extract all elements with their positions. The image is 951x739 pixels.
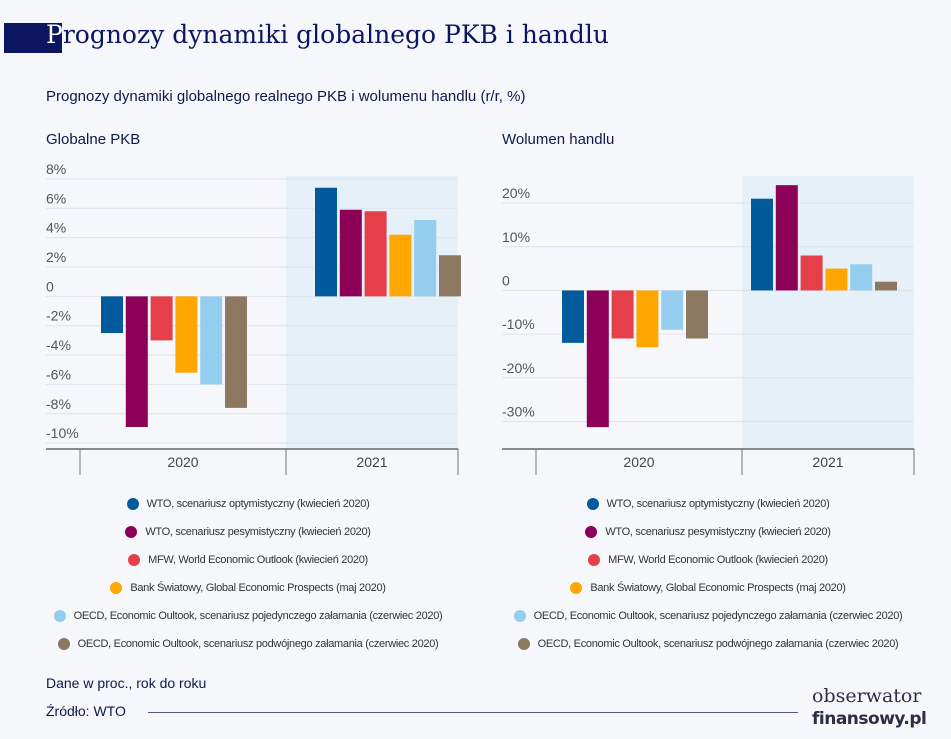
- legend-label: WTO, scenariusz pesymistyczny (kwiecień …: [145, 526, 371, 538]
- legend-label: WTO, scenariusz pesymistyczny (kwiecień …: [605, 526, 831, 538]
- legend-label: WTO, scenariusz optymistyczny (kwiecień …: [146, 498, 370, 510]
- bar-2020-series-6: [225, 296, 247, 408]
- legend-item: MFW, World Economic Outlook (kwiecień 20…: [18, 546, 478, 574]
- legend-label: OECD, Economic Oultook, scenariusz podwó…: [537, 638, 899, 650]
- bar-2020-series-4: [175, 296, 198, 373]
- y-tick-label: 4%: [46, 220, 66, 236]
- legend-label: MFW, World Economic Outlook (kwiecień 20…: [148, 554, 368, 566]
- logo-line1: obserwator: [812, 685, 922, 707]
- y-tick-label: 0: [502, 272, 510, 288]
- bar-2020-series-4: [636, 290, 659, 348]
- y-tick-label: 20%: [502, 185, 530, 201]
- logo-line2: finansowy.pl: [812, 709, 927, 729]
- footer-note: Dane w proc., rok do roku: [46, 675, 207, 691]
- bar-2021-series-6: [439, 255, 461, 297]
- chart-title-gdp: Globalne PKB: [46, 131, 141, 148]
- y-tick-label: -10%: [502, 316, 535, 332]
- bar-2021-series-1: [751, 198, 773, 291]
- y-tick-label: -10%: [46, 425, 79, 441]
- y-tick-label: -30%: [502, 403, 535, 419]
- y-tick-label: -2%: [46, 308, 71, 324]
- legend-label: Bank Światowy, Global Economic Prospects…: [130, 582, 386, 594]
- footer-divider: [148, 712, 798, 713]
- bar-2020-series-3: [611, 290, 634, 339]
- title-first-letter: P: [46, 20, 63, 49]
- y-tick-label: -6%: [46, 366, 71, 382]
- legend-gdp: WTO, scenariusz optymistyczny (kwiecień …: [18, 490, 478, 658]
- bar-2020-series-5: [200, 296, 223, 385]
- legend-swatch: [53, 610, 66, 622]
- legend-swatch: [570, 582, 583, 594]
- legend-item: WTO, scenariusz pesymistyczny (kwiecień …: [18, 518, 478, 546]
- legend-swatch: [586, 498, 599, 510]
- y-tick-label: 10%: [502, 229, 530, 245]
- chart-subtitle: Prognozy dynamiki globalnego realnego PK…: [46, 88, 526, 105]
- bar-2021-series-3: [800, 255, 823, 291]
- bar-2020-series-3: [150, 296, 173, 341]
- legend-item: Bank Światowy, Global Economic Prospects…: [18, 574, 478, 602]
- footer-source: Źródło: WTO: [46, 703, 126, 719]
- legend-swatch: [126, 498, 139, 510]
- legend-swatch: [585, 526, 598, 538]
- bar-2021-series-6: [875, 281, 897, 291]
- bar-2021-series-1: [315, 187, 337, 297]
- legend-swatch: [128, 554, 141, 566]
- bar-2021-series-4: [389, 234, 412, 297]
- legend-label: OECD, Economic Oultook, scenariusz pojed…: [533, 610, 903, 622]
- title-rest: rognozy dynamiki globalnego PKB i handlu: [62, 20, 609, 49]
- bar-2021-series-5: [414, 220, 437, 297]
- legend-swatch: [517, 638, 530, 650]
- bar-2020-series-2: [586, 290, 609, 428]
- legend-swatch: [513, 610, 526, 622]
- chart-title-trade: Wolumen handlu: [502, 131, 615, 148]
- bar-2021-series-5: [850, 264, 873, 291]
- legend-item: WTO, scenariusz pesymistyczny (kwiecień …: [478, 518, 938, 546]
- legend-label: MFW, World Economic Outlook (kwiecień 20…: [608, 554, 828, 566]
- y-tick-label: -20%: [502, 360, 535, 376]
- y-tick-label: -8%: [46, 396, 71, 412]
- y-tick-label: 0: [46, 278, 54, 294]
- legend-item: OECD, Economic Oultook, scenariusz podwó…: [18, 630, 478, 658]
- bar-2020-series-2: [125, 296, 148, 427]
- y-tick-label: 2%: [46, 249, 66, 265]
- legend-item: OECD, Economic Oultook, scenariusz pojed…: [18, 602, 478, 630]
- x-tick-label: 2020: [167, 454, 198, 470]
- legend-item: Bank Światowy, Global Economic Prospects…: [478, 574, 938, 602]
- y-tick-label: 8%: [46, 161, 66, 177]
- x-tick-label: 2020: [623, 454, 654, 470]
- legend-item: WTO, scenariusz optymistyczny (kwiecień …: [18, 490, 478, 518]
- legend-item: OECD, Economic Oultook, scenariusz pojed…: [478, 602, 938, 630]
- title-accent-block: [4, 23, 62, 53]
- bar-2020-series-1: [101, 296, 123, 334]
- legend-label: Bank Światowy, Global Economic Prospects…: [590, 582, 846, 594]
- legend-label: OECD, Economic Oultook, scenariusz podwó…: [77, 638, 439, 650]
- legend-label: WTO, scenariusz optymistyczny (kwiecień …: [606, 498, 830, 510]
- legend-swatch: [110, 582, 123, 594]
- legend-label: OECD, Economic Oultook, scenariusz pojed…: [73, 610, 443, 622]
- legend-swatch: [588, 554, 601, 566]
- y-tick-label: -4%: [46, 337, 71, 353]
- bar-2020-series-6: [686, 290, 708, 339]
- y-tick-label: 6%: [46, 190, 66, 206]
- x-tick-label: 2021: [356, 454, 387, 470]
- bar-2021-series-2: [775, 185, 798, 291]
- bar-2021-series-3: [364, 211, 387, 297]
- logo: obserwator finansowy.pl: [812, 684, 927, 730]
- bar-2020-series-1: [562, 290, 584, 343]
- x-tick-label: 2021: [812, 454, 843, 470]
- bar-2021-series-4: [825, 268, 848, 291]
- legend-trade: WTO, scenariusz optymistyczny (kwiecień …: [478, 490, 938, 658]
- legend-swatch: [125, 526, 138, 538]
- legend-swatch: [57, 638, 70, 650]
- legend-item: WTO, scenariusz optymistyczny (kwiecień …: [478, 490, 938, 518]
- bar-2020-series-5: [661, 290, 684, 330]
- legend-item: OECD, Economic Oultook, scenariusz podwó…: [478, 630, 938, 658]
- page-title: Prognozy dynamiki globalnego PKB i handl…: [46, 20, 609, 49]
- legend-item: MFW, World Economic Outlook (kwiecień 20…: [478, 546, 938, 574]
- bar-2021-series-2: [339, 209, 362, 297]
